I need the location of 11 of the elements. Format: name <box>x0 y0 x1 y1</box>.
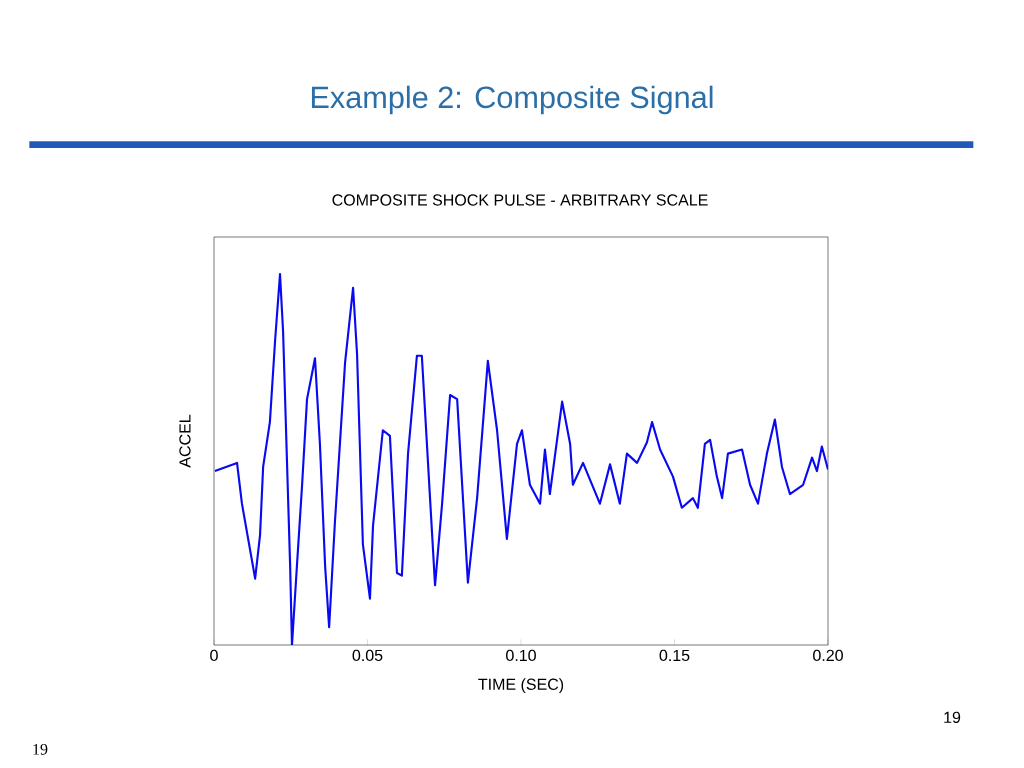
chart-subtitle: COMPOSITE SHOCK PULSE - ARBITRARY SCALE <box>332 194 708 206</box>
chart-title: Example 2: Composite Signal <box>311 85 713 115</box>
x-tick-label: 0.20 <box>813 649 843 662</box>
x-tick-label: 0.05 <box>352 649 383 662</box>
text: 19 <box>944 711 961 723</box>
x-tick-label: 0.15 <box>659 649 690 662</box>
text: 19 <box>33 743 48 755</box>
x-tick-label: 0.10 <box>506 649 536 662</box>
x-axis-title: TIME (SEC) <box>478 678 564 694</box>
x-tick-label: 0 <box>210 649 218 662</box>
y-axis-title: ACCEL <box>179 414 191 468</box>
